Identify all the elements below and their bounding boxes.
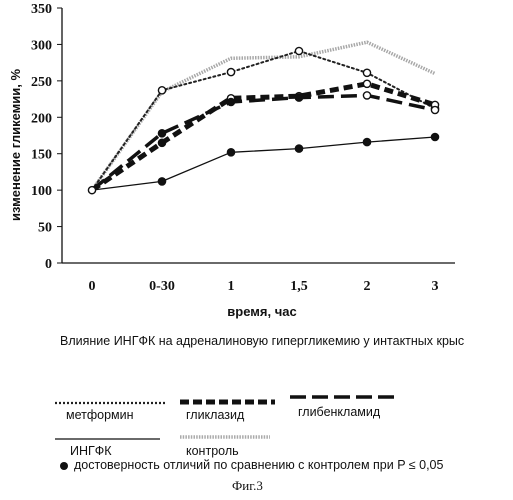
data-point-marker (227, 149, 234, 156)
x-tick-label: 1 (228, 279, 235, 294)
legend-line-gliclazide (180, 396, 275, 408)
x-tick-label: 0 (89, 279, 96, 294)
legend-line-ingfk (55, 436, 160, 442)
y-tick-label: 250 (31, 75, 52, 90)
legend-line-metformin (55, 398, 165, 408)
y-tick-label: 350 (31, 2, 52, 17)
data-point-marker (363, 80, 370, 87)
chart-axes: 0 50 100 150 200 250 300 350 0 0-30 1 1,5 2 3 (31, 2, 455, 294)
y-tick-label: 300 (31, 38, 52, 53)
significance-note-text: достоверность отличий по сравнению с кон… (74, 458, 443, 472)
legend-label-glibenclamide: глибенкламид (298, 405, 380, 419)
data-point-marker (295, 145, 302, 152)
data-point-marker (363, 69, 370, 76)
data-point-marker (227, 98, 234, 105)
data-point-marker (363, 92, 370, 99)
legend-label-ingfk: ИНГФК (70, 444, 112, 458)
series-line-1 (92, 84, 435, 190)
data-point-marker (158, 139, 165, 146)
chart-caption: Влияние ИНГФК на адреналиновую гиперглик… (60, 334, 510, 348)
x-axis-label: время, час (227, 304, 296, 319)
legend-line-glibenclamide (290, 392, 395, 402)
x-tick-label: 3 (432, 279, 439, 294)
filled-circle-icon (60, 462, 68, 470)
chart: 0 50 100 150 200 250 300 350 0 0-30 1 1,5 2 3 изменен… (0, 0, 513, 330)
data-point-marker (158, 87, 165, 94)
data-point-marker (88, 187, 95, 194)
data-point-marker (363, 139, 370, 146)
x-tick-label: 0-30 (149, 279, 175, 294)
data-point-marker (158, 130, 165, 137)
x-tick-label: 1,5 (290, 279, 308, 294)
data-point-marker (158, 178, 165, 185)
data-point-marker (227, 69, 234, 76)
y-tick-label: 0 (45, 257, 52, 272)
chart-series (92, 42, 435, 190)
y-tick-label: 100 (31, 184, 52, 199)
legend-label-metformin: метформин (66, 408, 134, 422)
data-point-marker (431, 106, 438, 113)
data-point-marker (295, 94, 302, 101)
series-line-2 (92, 95, 435, 190)
significance-note: достоверность отличий по сравнению с кон… (60, 458, 443, 472)
series-line-3 (92, 137, 435, 190)
legend-label-gliclazide: гликлазид (186, 408, 244, 422)
y-tick-label: 150 (31, 148, 52, 163)
y-tick-label: 50 (38, 221, 52, 236)
data-point-marker (431, 133, 438, 140)
legend-line-control (180, 433, 270, 441)
figure-label: Фиг.3 (232, 478, 263, 494)
x-tick-label: 2 (364, 279, 371, 294)
data-point-marker (295, 47, 302, 54)
y-axis-label: изменение гликемии, % (8, 69, 23, 221)
y-tick-label: 200 (31, 111, 52, 126)
legend-label-control: контроль (186, 444, 239, 458)
